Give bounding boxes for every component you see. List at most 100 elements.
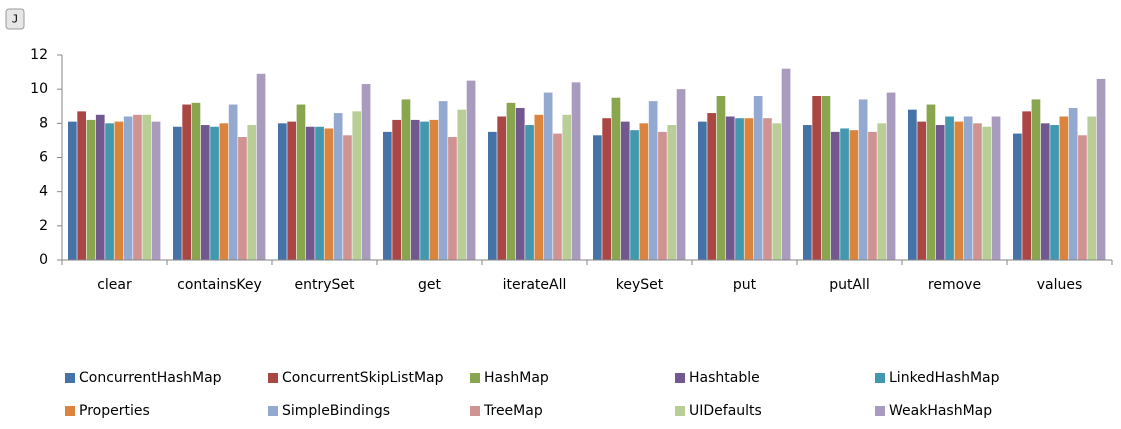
bar bbox=[926, 104, 936, 261]
bar bbox=[410, 119, 420, 261]
bar bbox=[1031, 99, 1041, 261]
bar bbox=[676, 89, 686, 261]
bar bbox=[133, 114, 142, 261]
bar bbox=[525, 125, 534, 261]
bar bbox=[173, 126, 182, 260]
bar bbox=[707, 113, 716, 260]
legend-swatch bbox=[470, 373, 480, 383]
legend-label: Properties bbox=[79, 403, 150, 419]
legend-label: Hashtable bbox=[689, 370, 760, 386]
bar bbox=[803, 125, 812, 261]
bar bbox=[534, 114, 544, 261]
bar bbox=[781, 68, 791, 261]
legend-label: ConcurrentHashMap bbox=[79, 370, 222, 386]
bar bbox=[278, 123, 287, 260]
bar bbox=[908, 109, 917, 261]
bar bbox=[488, 131, 497, 260]
legend-label: TreeMap bbox=[483, 403, 543, 419]
bar bbox=[562, 114, 572, 261]
bar bbox=[553, 133, 562, 260]
legend-swatch bbox=[875, 406, 885, 416]
x-tick-label: remove bbox=[928, 277, 981, 293]
legend-label: ConcurrentSkipListMap bbox=[282, 370, 444, 386]
bar bbox=[448, 137, 457, 260]
bar bbox=[735, 118, 744, 260]
bar bbox=[247, 125, 257, 261]
bar bbox=[639, 123, 649, 260]
bar bbox=[840, 128, 849, 260]
legend-label: UIDefaults bbox=[689, 403, 762, 419]
bar bbox=[392, 119, 401, 261]
legend-label: WeakHashMap bbox=[889, 403, 992, 419]
bar bbox=[438, 101, 448, 260]
bar bbox=[648, 101, 658, 260]
bar bbox=[849, 130, 859, 260]
bar bbox=[515, 107, 525, 260]
x-tick-label: keySet bbox=[616, 277, 664, 293]
bar bbox=[200, 125, 210, 261]
legend-swatch bbox=[65, 373, 75, 383]
bar bbox=[296, 104, 306, 261]
bar bbox=[543, 92, 553, 260]
bar bbox=[1050, 125, 1059, 261]
bar bbox=[466, 80, 476, 260]
legend-label: LinkedHashMap bbox=[889, 370, 1000, 386]
bar bbox=[506, 102, 516, 260]
bar bbox=[963, 116, 973, 260]
bar bbox=[105, 123, 114, 260]
y-tick-label: 4 bbox=[39, 184, 48, 200]
bar bbox=[420, 121, 429, 260]
bar bbox=[917, 121, 926, 260]
bar bbox=[725, 116, 735, 260]
bar bbox=[935, 125, 945, 261]
y-tick-label: 10 bbox=[30, 81, 48, 97]
bar bbox=[315, 126, 324, 260]
x-tick-label: iterateAll bbox=[503, 277, 567, 293]
legend-swatch bbox=[268, 406, 278, 416]
legend-swatch bbox=[65, 406, 75, 416]
bar bbox=[877, 123, 887, 260]
bar bbox=[830, 131, 840, 260]
bar bbox=[114, 121, 124, 260]
bar bbox=[305, 126, 315, 260]
bar bbox=[1096, 78, 1106, 261]
legend-label: HashMap bbox=[484, 370, 549, 386]
bar bbox=[602, 118, 611, 260]
legend-swatch bbox=[875, 373, 885, 383]
bar bbox=[210, 126, 219, 260]
button-box[interactable] bbox=[5, 8, 25, 30]
bar bbox=[611, 97, 621, 260]
bar bbox=[343, 135, 352, 260]
bar bbox=[401, 99, 411, 261]
bar bbox=[219, 123, 229, 260]
y-tick-label: 0 bbox=[39, 252, 48, 268]
bar bbox=[630, 130, 639, 260]
bar bbox=[1040, 123, 1050, 260]
bar bbox=[1059, 116, 1069, 260]
x-tick-label: get bbox=[418, 277, 442, 293]
bar bbox=[182, 104, 191, 261]
bar bbox=[658, 131, 667, 260]
bar bbox=[812, 96, 821, 260]
toolbar-button[interactable]: J bbox=[5, 8, 25, 30]
bar bbox=[383, 131, 392, 260]
bar bbox=[593, 135, 602, 260]
bar bbox=[716, 96, 726, 260]
legend-label: SimpleBindings bbox=[282, 403, 390, 419]
bar bbox=[361, 84, 371, 261]
button-label[interactable]: J bbox=[12, 13, 19, 26]
bar bbox=[287, 121, 296, 260]
bar bbox=[954, 121, 964, 260]
bar bbox=[497, 116, 506, 260]
y-tick-label: 2 bbox=[39, 218, 48, 234]
bar bbox=[571, 82, 581, 260]
y-tick-label: 12 bbox=[30, 47, 48, 63]
bar bbox=[1078, 135, 1087, 260]
bar bbox=[333, 113, 343, 260]
legend-swatch bbox=[675, 406, 685, 416]
bar bbox=[868, 131, 877, 260]
bar bbox=[858, 99, 868, 261]
bar bbox=[352, 111, 362, 260]
bar bbox=[68, 121, 77, 260]
